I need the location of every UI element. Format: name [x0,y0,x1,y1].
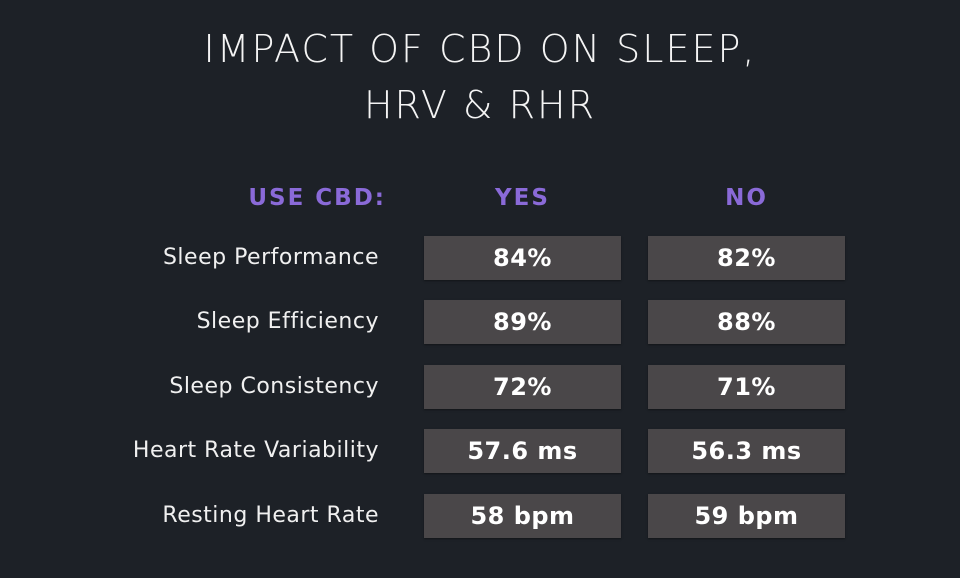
header-use-cbd-label: USE CBD: [0,180,386,216]
row-label-sleep-performance: Sleep Performance [0,236,379,280]
cell-sleep-efficiency-yes: 89% [424,300,621,344]
cell-sleep-consistency-no: 71% [648,365,845,409]
chart-title-line-2: HRV & RHR [0,76,960,134]
cell-sleep-efficiency-no: 88% [648,300,845,344]
cell-resting-heart-rate-yes: 58 bpm [424,494,621,538]
row-label-sleep-consistency: Sleep Consistency [0,365,379,409]
header-no: NO [648,180,845,216]
row-label-sleep-efficiency: Sleep Efficiency [0,300,379,344]
row-label-heart-rate-variability: Heart Rate Variability [0,429,379,473]
cell-resting-heart-rate-no: 59 bpm [648,494,845,538]
chart-title-line-1: IMPACT OF CBD ON SLEEP, [0,20,960,78]
cell-heart-rate-variability-yes: 57.6 ms [424,429,621,473]
cell-sleep-performance-no: 82% [648,236,845,280]
header-yes: YES [424,180,621,216]
cell-heart-rate-variability-no: 56.3 ms [648,429,845,473]
cell-sleep-consistency-yes: 72% [424,365,621,409]
row-label-resting-heart-rate: Resting Heart Rate [0,494,379,538]
cell-sleep-performance-yes: 84% [424,236,621,280]
